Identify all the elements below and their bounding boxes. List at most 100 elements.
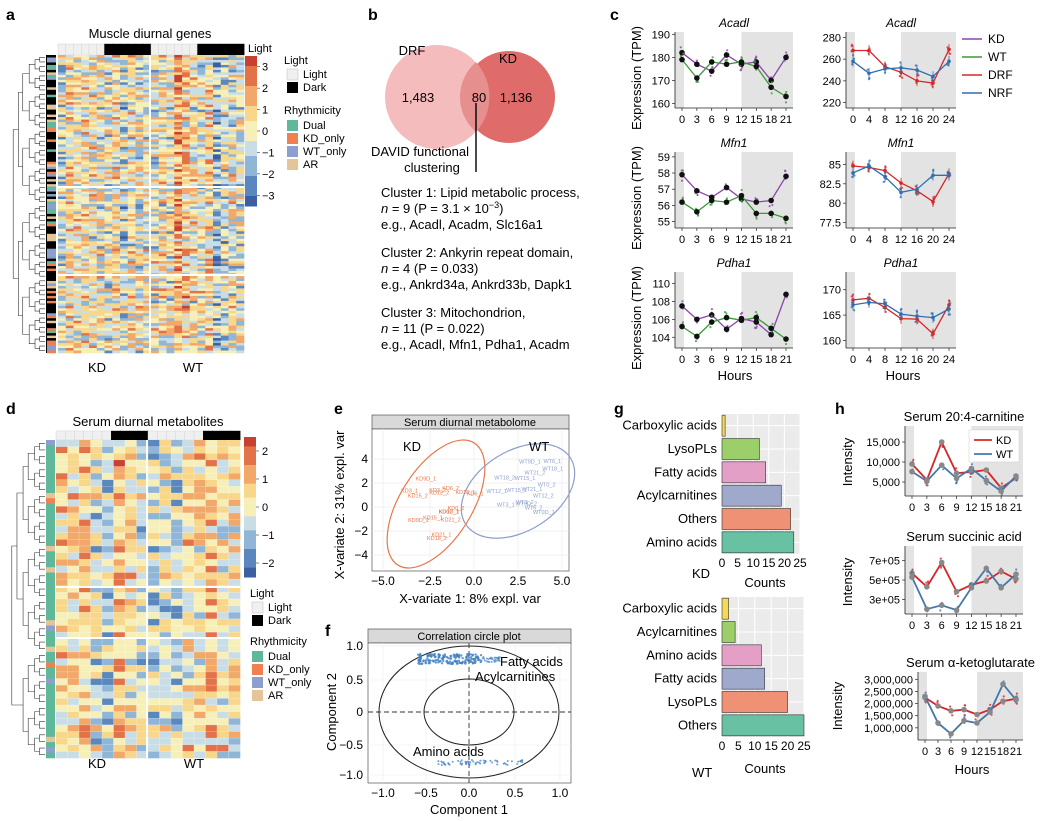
heatmap-cell [67,652,80,659]
heatmap-cell [120,104,129,108]
heatmap-cell [65,186,74,190]
heatmap-cell [151,290,160,294]
heatmap-cell [189,233,198,237]
heatmap-cell [228,146,237,150]
rhythm-cell [47,293,56,297]
heatmap-cell [120,231,129,235]
heatmap-cell [166,149,175,153]
heatmap-cell [158,343,167,346]
heatmap-cell [182,671,195,679]
heatmap-cell [120,328,129,331]
heatmap-cell [90,638,103,646]
heatmap-cell [96,112,105,115]
heatmap-cell [228,211,237,215]
heatmap-cell [104,82,113,86]
heatmap-cell [96,136,105,140]
heatmap-cell [90,459,103,467]
heatmap-cell [213,201,222,205]
chart-title: Pdha1 [717,256,752,270]
heatmap-cell [228,149,237,153]
heatmap-cell [113,440,126,447]
dendrogram-branch [39,271,45,277]
heatmap-cell [127,109,136,113]
heatmap-cell [148,599,160,606]
heatmap-cell [89,67,98,71]
heatmap-cell [127,184,136,187]
mean-point [783,336,789,342]
heatmap-cell [136,645,149,653]
heatmap-cell [96,109,105,113]
heatmap-cell [89,218,98,222]
heatmap-cell [104,77,113,81]
heatmap-cell [205,238,214,242]
heatmap-cell [182,585,195,593]
heatmap-cell [197,251,206,254]
heatmap-cell [182,129,191,133]
heatmap-cell [125,479,137,487]
heatmap-cell [174,176,183,180]
heatmap-cell [174,189,183,192]
heatmap-cell [213,310,222,314]
heatmap-cell [58,62,67,66]
legend-light-swatch [286,68,299,81]
heatmap-cell [166,196,175,200]
mean-point [947,47,951,52]
heatmap-cell [112,221,121,225]
heatmap-cell [112,223,121,227]
heatmap-cell [112,323,121,326]
heatmap-cell [81,285,90,289]
heatmap-cell [113,559,126,567]
heatmap-cell [127,278,136,282]
heatmap-cell [220,179,229,182]
heatmap-cell [125,652,137,659]
dendrogram-branch [22,73,30,112]
heatmap-cell [205,271,214,274]
heatmap-cell [125,519,137,527]
x-tick-label: 15 [750,234,762,246]
heatmap-cell [205,62,214,66]
replicate-point [740,200,743,203]
heatmap-cell [73,186,82,190]
mean-point [947,307,951,311]
heatmap-cell [228,278,237,282]
heatmap-cell [135,151,144,155]
x-tick-label: 24 [943,234,955,246]
heatmap-cell [228,139,237,143]
heatmap-cell [136,479,149,487]
heatmap-cell [213,166,222,170]
heatmap-cell [171,665,183,673]
heatmap-cell [205,131,214,135]
heatmap-cell [171,512,183,520]
heatmap-cell [136,671,149,679]
heatmap-cell [65,315,74,319]
heatmap-cell [135,164,144,168]
dendrogram-branch [39,57,45,63]
heatmap-cell [236,117,245,120]
heatmap-cell [151,298,160,302]
heatmap-cell [220,129,229,133]
heatmap-cell [81,343,90,346]
heatmap-cell [125,671,137,679]
heatmap-cell [220,99,229,103]
heatmap-cell [135,55,144,58]
heatmap-cell [189,67,198,71]
heatmap-cell [205,283,214,287]
heatmap-cell [236,233,245,237]
heatmap-cell [81,261,90,264]
heatmap-cell [171,658,183,666]
heatmap-cell [81,211,90,215]
heatmap-cell [89,72,98,76]
legend-dark-swatch [252,615,263,626]
heatmap-cell [136,526,149,534]
heatmap-cell [189,348,198,351]
heatmap-cell [228,117,237,120]
heatmap-cell [158,221,167,225]
replicate-point [680,179,684,182]
heatmap-cell [197,350,206,354]
light-cell [57,43,67,56]
heatmap-cell [236,109,245,113]
heatmap-cell [189,335,198,339]
heatmap-cell [151,328,160,331]
heatmap-cell [104,256,113,259]
heatmap-cell [182,565,195,573]
